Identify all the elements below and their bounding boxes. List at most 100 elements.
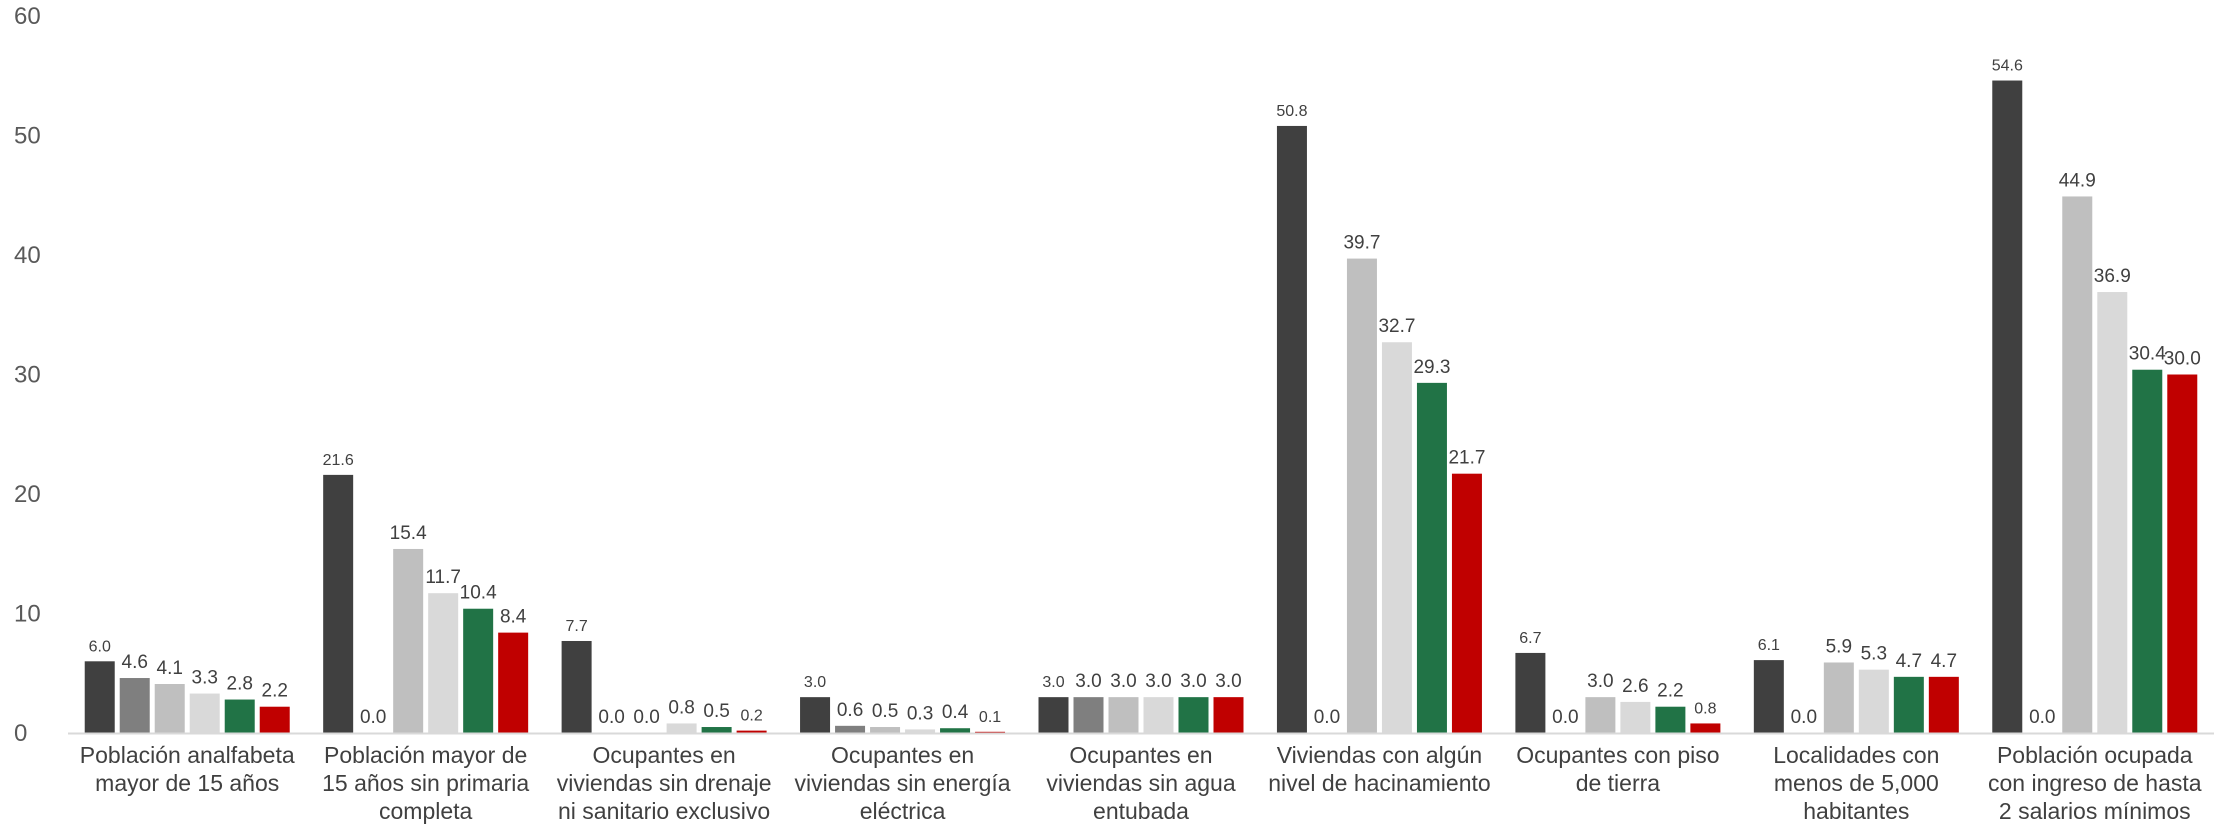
data-label: 3.0 <box>1587 671 1613 692</box>
data-label: 6.7 <box>1519 630 1541 647</box>
category-label-line: Población ocupada <box>1997 742 2193 768</box>
category-label-line: eléctrica <box>860 798 946 824</box>
data-label: 0.0 <box>1791 707 1817 728</box>
data-label: 0.2 <box>740 708 762 725</box>
y-tick-label: 30 <box>14 362 41 389</box>
bar <box>393 548 424 733</box>
y-tick-label: 20 <box>14 481 41 508</box>
y-axis: 0 10 20 30 40 50 60 <box>14 3 41 747</box>
data-label: 32.7 <box>1378 316 1415 337</box>
bar <box>323 474 354 733</box>
category-label-line: Viviendas con algún <box>1277 742 1482 768</box>
data-label: 3.0 <box>1215 671 1241 692</box>
data-label: 50.8 <box>1276 103 1307 120</box>
y-tick-label: 60 <box>14 3 41 30</box>
y-tick-label: 0 <box>14 720 27 747</box>
data-label: 3.0 <box>1110 671 1136 692</box>
category-label: Población analfabeta mayor de 15 años <box>80 742 295 796</box>
bar <box>1620 701 1651 733</box>
data-label: 3.0 <box>1042 674 1064 691</box>
bar <box>940 728 971 733</box>
bar <box>1858 669 1889 733</box>
bar <box>119 678 150 733</box>
data-label: 0.0 <box>1314 707 1340 728</box>
data-label: 0.5 <box>872 701 898 722</box>
data-label: 29.3 <box>1413 357 1450 378</box>
bar <box>428 593 459 733</box>
data-label: 0.0 <box>2029 707 2055 728</box>
category-label-line: Población mayor de <box>324 742 527 768</box>
data-label: 11.7 <box>425 567 461 588</box>
category-label-line: entubada <box>1093 798 1189 824</box>
category-label-line: Ocupantes con piso <box>1516 742 1719 768</box>
bar <box>189 693 220 733</box>
data-label: 4.7 <box>1931 651 1957 672</box>
data-label: 15.4 <box>390 523 427 544</box>
category-label-line: ni sanitario exclusivo <box>558 798 770 824</box>
y-tick-label: 40 <box>14 242 41 269</box>
data-label: 0.3 <box>907 703 933 724</box>
category-label-line: Ocupantes en <box>1069 742 1212 768</box>
bar <box>1451 473 1482 733</box>
data-label: 0.0 <box>360 707 386 728</box>
data-label: 5.3 <box>1861 644 1887 665</box>
category-label-line: Ocupantes en <box>831 742 974 768</box>
category-label-line: nivel de hacinamiento <box>1268 770 1490 796</box>
bar <box>1823 662 1854 733</box>
bar <box>835 725 866 733</box>
data-label: 0.6 <box>837 700 863 721</box>
y-tick-label: 50 <box>14 123 41 150</box>
data-label: 21.6 <box>323 452 354 469</box>
bar <box>1416 382 1447 733</box>
data-label: 6.0 <box>89 638 111 655</box>
data-label: 7.7 <box>565 618 587 635</box>
data-label: 10.4 <box>460 583 497 604</box>
bar <box>2132 369 2163 733</box>
category-label: Viviendas con algún nivel de hacinamiento <box>1268 742 1490 796</box>
bar <box>1178 697 1209 733</box>
bar <box>800 697 831 733</box>
bar <box>870 727 901 733</box>
data-label: 3.0 <box>804 674 826 691</box>
data-label: 4.1 <box>157 658 183 679</box>
bar <box>1753 660 1784 733</box>
data-label: 3.0 <box>1180 671 1206 692</box>
bar <box>1346 258 1377 733</box>
bar <box>975 731 1006 733</box>
category-label: Población ocupada con ingreso de hasta 2 s… <box>1988 742 2202 824</box>
bars <box>84 80 2198 733</box>
bar <box>1143 697 1174 733</box>
bar <box>224 699 255 733</box>
bar <box>2167 374 2198 733</box>
data-label: 36.9 <box>2094 266 2131 287</box>
category-label-line: Ocupantes en <box>593 742 736 768</box>
data-label: 54.6 <box>1992 58 2023 75</box>
data-label: 8.4 <box>500 607 527 628</box>
data-label: 30.4 <box>2129 344 2166 365</box>
bar <box>2097 292 2128 733</box>
data-label: 2.6 <box>1622 676 1648 697</box>
bar <box>666 723 697 733</box>
data-label: 6.1 <box>1758 637 1780 654</box>
category-label-line: con ingreso de hasta <box>1988 770 2202 796</box>
data-label: 0.4 <box>942 702 969 723</box>
bar <box>1515 652 1546 733</box>
data-label: 44.9 <box>2059 170 2096 191</box>
category-label-line: completa <box>379 798 473 824</box>
bar <box>701 727 732 733</box>
category-label-line: de tierra <box>1576 770 1661 796</box>
category-label-line: 15 años sin primaria <box>322 770 529 796</box>
value-labels: 6.0 4.6 4.1 3.3 2.8 2.2 21.6 0.0 15.4 11.710.48.4… <box>89 58 2201 728</box>
data-label: 0.0 <box>598 707 624 728</box>
data-label: 3.0 <box>1145 671 1171 692</box>
bar <box>498 632 529 733</box>
category-label-line: menos de 5,000 <box>1774 770 1939 796</box>
bar <box>1893 676 1924 733</box>
data-label: 0.8 <box>668 697 694 718</box>
bar <box>154 684 185 733</box>
category-label-line: viviendas sin drenaje <box>557 770 772 796</box>
data-label: 30.0 <box>2164 349 2201 370</box>
data-label: 2.2 <box>262 681 288 702</box>
data-label: 4.7 <box>1896 651 1922 672</box>
